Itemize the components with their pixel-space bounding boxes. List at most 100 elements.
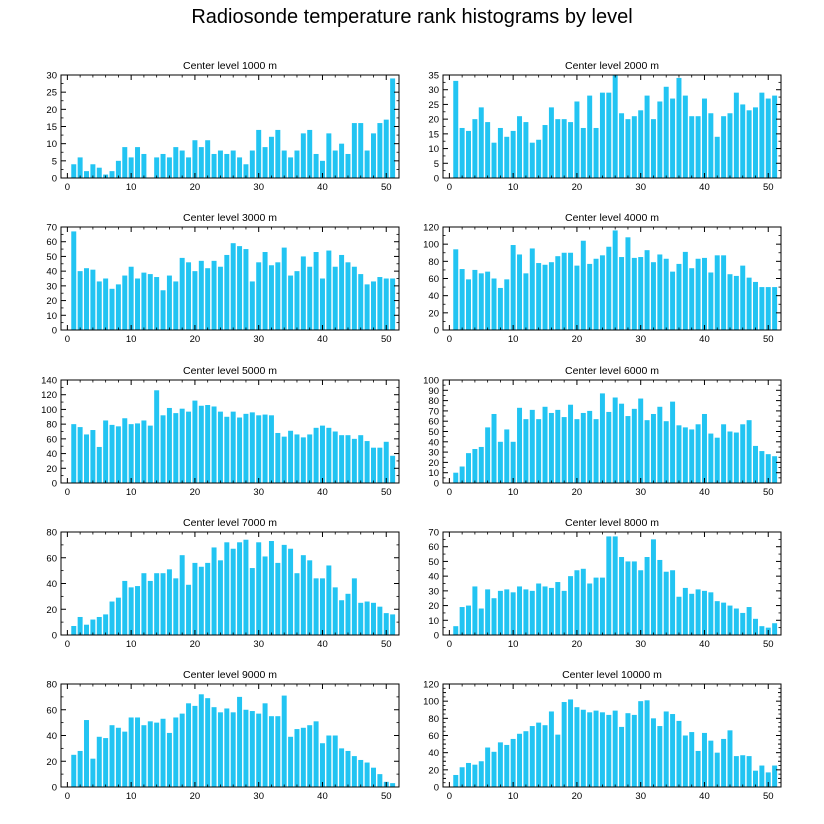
- histogram-bar: [459, 607, 465, 635]
- x-tick-label: 10: [126, 487, 137, 498]
- histogram-bar: [580, 127, 586, 178]
- histogram-bar: [682, 587, 688, 635]
- x-tick-label: 30: [635, 487, 646, 498]
- histogram-bar: [759, 451, 765, 483]
- histogram-bar: [390, 783, 396, 787]
- histogram-bar: [638, 701, 644, 787]
- histogram-bar: [390, 614, 396, 635]
- histogram-bar: [351, 438, 357, 483]
- histogram-bar: [695, 424, 701, 483]
- histogram-bar: [587, 712, 593, 787]
- histogram-bar: [631, 116, 637, 178]
- histogram-bar: [84, 171, 89, 178]
- x-tick-label: 40: [317, 334, 328, 345]
- x-tick-label: 0: [65, 791, 70, 802]
- histogram-bar: [638, 110, 644, 178]
- y-tick-label: 40: [428, 291, 439, 302]
- histogram-bar: [727, 113, 733, 178]
- panel-title: Center level 9000 m: [183, 669, 277, 681]
- histogram-bar: [721, 602, 727, 635]
- y-tick-label: 100: [423, 240, 439, 251]
- histogram-bar: [275, 716, 281, 787]
- histogram-bar: [510, 441, 516, 483]
- histogram-bar: [663, 711, 669, 787]
- histogram-bar: [122, 731, 128, 787]
- histogram-bar: [154, 157, 160, 178]
- x-tick-label: 0: [447, 639, 452, 650]
- histogram-bar: [606, 536, 612, 635]
- histogram-bar: [746, 756, 752, 787]
- y-tick-label: 80: [428, 257, 439, 268]
- histogram-bar: [96, 446, 102, 483]
- x-tick-label: 40: [699, 487, 710, 498]
- histogram-bar: [71, 424, 77, 483]
- histogram-bar: [555, 582, 561, 635]
- x-tick-label: 30: [253, 334, 264, 345]
- histogram-bar: [580, 709, 586, 787]
- histogram-bar: [115, 597, 121, 635]
- histogram-bar: [472, 119, 478, 178]
- histogram-bar: [192, 400, 198, 483]
- histogram-bar: [542, 586, 548, 635]
- y-tick-label: 80: [428, 714, 439, 725]
- histogram-bar: [326, 133, 332, 178]
- histogram-bar: [548, 262, 554, 330]
- histogram-bar: [377, 606, 383, 635]
- histogram-bar: [307, 266, 313, 330]
- histogram-bar: [288, 275, 294, 330]
- histogram-bar: [510, 738, 516, 787]
- histogram-bar: [587, 263, 593, 330]
- y-tick-label: 60: [46, 434, 57, 445]
- histogram-bar: [141, 272, 147, 330]
- histogram-bar: [128, 717, 134, 787]
- histogram-bar: [765, 772, 771, 787]
- histogram-bar: [657, 406, 663, 483]
- y-tick-label: 40: [428, 437, 439, 448]
- y-tick-label: 70: [428, 406, 439, 417]
- histogram-bar: [243, 249, 249, 330]
- histogram-bar: [268, 136, 274, 178]
- histogram-bar: [390, 278, 396, 330]
- histogram-bar: [466, 453, 471, 483]
- histogram-bar: [491, 751, 497, 787]
- histogram-bar: [631, 408, 637, 483]
- histogram-bar: [580, 412, 586, 483]
- histogram-bar: [224, 416, 230, 483]
- histogram-bar: [326, 735, 332, 787]
- histogram-bar: [625, 713, 631, 787]
- histogram-bar: [383, 613, 389, 635]
- histogram-bar: [689, 732, 695, 787]
- histogram-bar: [472, 449, 478, 483]
- histogram-bar: [638, 570, 644, 635]
- histogram-bar: [351, 123, 357, 178]
- histogram-bar: [529, 726, 535, 787]
- histogram-bar: [300, 437, 306, 483]
- histogram-bar: [345, 153, 351, 178]
- histogram-bar: [599, 393, 605, 483]
- histogram-bar: [249, 150, 255, 178]
- y-tick-label: 15: [46, 122, 57, 133]
- histogram-bar: [383, 441, 389, 483]
- histogram-bar: [358, 123, 364, 178]
- histogram-bar: [115, 426, 121, 483]
- histogram-bar: [682, 735, 688, 787]
- histogram-bar: [84, 624, 89, 635]
- x-tick-label: 10: [126, 639, 137, 650]
- histogram-bar: [268, 265, 274, 330]
- histogram-bar: [115, 160, 121, 178]
- histogram-bar: [765, 454, 771, 483]
- histogram-bar: [759, 626, 765, 635]
- y-tick-label: 20: [46, 757, 57, 768]
- histogram-bar: [319, 160, 325, 178]
- x-tick-label: 50: [763, 487, 774, 498]
- histogram-bar: [523, 122, 529, 178]
- x-tick-label: 20: [572, 334, 583, 345]
- y-tick-label: 70: [428, 528, 439, 539]
- panel-title: Center level 7000 m: [183, 517, 277, 529]
- histogram-bar: [358, 274, 364, 330]
- histogram-bar: [205, 405, 211, 483]
- histogram-bar: [497, 441, 503, 483]
- histogram-bar: [128, 266, 134, 330]
- x-tick-label: 10: [508, 487, 519, 498]
